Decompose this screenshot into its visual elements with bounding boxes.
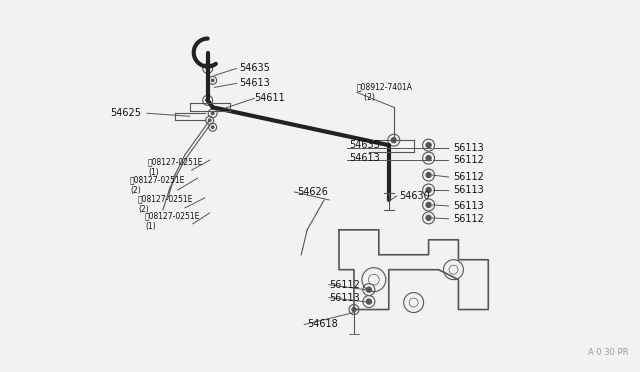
Circle shape [206, 67, 209, 70]
Text: 56113: 56113 [329, 293, 360, 302]
Circle shape [426, 187, 431, 192]
Circle shape [426, 215, 431, 220]
Text: 54613: 54613 [349, 153, 380, 163]
Text: Ⓑ08127-0251E
(2): Ⓑ08127-0251E (2) [130, 175, 186, 195]
Circle shape [352, 308, 356, 311]
Circle shape [366, 287, 371, 292]
Text: Ⓑ08127-0251E
(2): Ⓑ08127-0251E (2) [138, 194, 193, 214]
Text: Ⓑ08127-0251E
(1): Ⓑ08127-0251E (1) [148, 157, 204, 177]
Circle shape [426, 173, 431, 177]
Text: Ⓑ08127-0251E
(1): Ⓑ08127-0251E (1) [145, 211, 200, 231]
Text: 54635: 54635 [239, 64, 270, 73]
Text: A·0 30 PR: A·0 30 PR [588, 348, 628, 357]
Circle shape [426, 155, 431, 161]
Text: 56113: 56113 [454, 185, 484, 195]
Circle shape [426, 202, 431, 208]
Circle shape [391, 138, 396, 143]
Text: 56113: 56113 [454, 201, 484, 211]
Text: 54626: 54626 [297, 187, 328, 197]
Text: Ⓝ08912-7401A
   (2): Ⓝ08912-7401A (2) [357, 83, 413, 102]
Text: 54635: 54635 [349, 140, 380, 150]
Circle shape [211, 112, 214, 115]
Text: 56112: 56112 [454, 155, 484, 165]
Circle shape [426, 143, 431, 148]
Text: 56112: 56112 [454, 214, 484, 224]
Circle shape [206, 99, 209, 102]
Text: 56112: 56112 [454, 172, 484, 182]
Text: 54630: 54630 [399, 191, 429, 201]
Text: 54611: 54611 [255, 93, 285, 103]
Text: 54613: 54613 [239, 78, 270, 89]
Text: 54618: 54618 [307, 320, 338, 330]
Circle shape [366, 299, 371, 304]
Circle shape [211, 126, 214, 128]
Text: 56113: 56113 [454, 143, 484, 153]
Circle shape [211, 79, 214, 81]
Text: 54625: 54625 [110, 108, 141, 118]
Text: 56112: 56112 [329, 280, 360, 290]
Circle shape [209, 119, 211, 121]
